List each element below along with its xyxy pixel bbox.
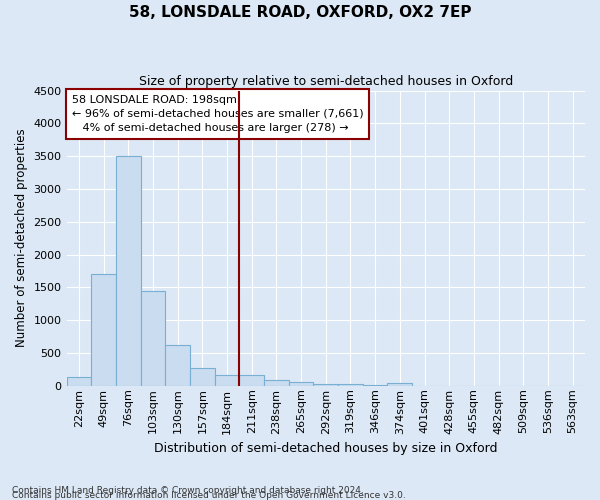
Bar xyxy=(239,376,264,386)
Title: Size of property relative to semi-detached houses in Oxford: Size of property relative to semi-detach… xyxy=(139,75,513,88)
Bar xyxy=(363,385,388,386)
Bar xyxy=(140,290,165,386)
Bar xyxy=(264,380,289,386)
Text: Contains HM Land Registry data © Crown copyright and database right 2024.: Contains HM Land Registry data © Crown c… xyxy=(12,486,364,495)
Bar xyxy=(289,382,313,386)
Text: Contains public sector information licensed under the Open Government Licence v3: Contains public sector information licen… xyxy=(12,491,406,500)
Bar xyxy=(116,156,140,386)
Bar xyxy=(67,377,91,386)
Text: 58, LONSDALE ROAD, OXFORD, OX2 7EP: 58, LONSDALE ROAD, OXFORD, OX2 7EP xyxy=(129,5,471,20)
Bar xyxy=(338,384,363,386)
Text: 58 LONSDALE ROAD: 198sqm
← 96% of semi-detached houses are smaller (7,661)
   4%: 58 LONSDALE ROAD: 198sqm ← 96% of semi-d… xyxy=(72,95,364,133)
Bar xyxy=(190,368,215,386)
Bar xyxy=(313,384,338,386)
Y-axis label: Number of semi-detached properties: Number of semi-detached properties xyxy=(15,129,28,348)
Bar xyxy=(388,383,412,386)
X-axis label: Distribution of semi-detached houses by size in Oxford: Distribution of semi-detached houses by … xyxy=(154,442,497,455)
Bar xyxy=(91,274,116,386)
Bar xyxy=(215,376,239,386)
Bar xyxy=(165,345,190,386)
